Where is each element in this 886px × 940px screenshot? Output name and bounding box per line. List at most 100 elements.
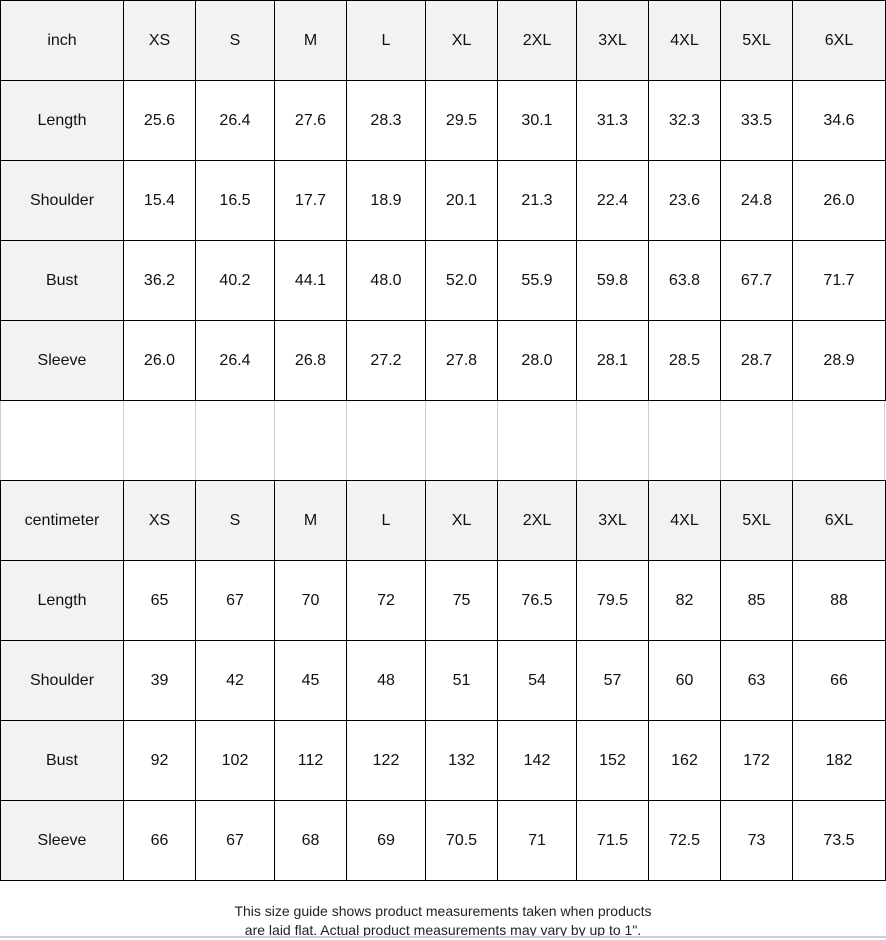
spacer-gridline bbox=[648, 401, 649, 480]
measurement-cell: 122 bbox=[346, 720, 426, 801]
measurement-cell: 70.5 bbox=[425, 800, 498, 881]
measurement-cell: 18.9 bbox=[346, 160, 426, 241]
measurement-cell: 39 bbox=[123, 640, 196, 721]
size-header: XS bbox=[123, 480, 196, 561]
row-label: Sleeve bbox=[0, 800, 124, 881]
measurement-cell: 152 bbox=[576, 720, 649, 801]
table-row: Sleeve 66 67 68 69 70.5 71 71.5 72.5 73 73.5 bbox=[0, 800, 886, 881]
measurement-cell: 57 bbox=[576, 640, 649, 721]
size-header: S bbox=[195, 480, 275, 561]
size-header: 6XL bbox=[792, 0, 886, 81]
row-label: Length bbox=[0, 80, 124, 161]
spacer-gridline bbox=[0, 401, 1, 480]
size-header: 3XL bbox=[576, 480, 649, 561]
size-header: 4XL bbox=[648, 0, 721, 81]
table-row: Shoulder 15.4 16.5 17.7 18.9 20.1 21.3 22.4 23.6… bbox=[0, 160, 886, 241]
measurement-cell: 75 bbox=[425, 560, 498, 641]
measurement-cell: 40.2 bbox=[195, 240, 275, 321]
note-line-1: This size guide shows product measuremen… bbox=[234, 903, 652, 919]
measurement-cell: 72.5 bbox=[648, 800, 721, 881]
size-header: S bbox=[195, 0, 275, 81]
table-row: Bust 92 102 112 122 132 142 152 162 172 182 bbox=[0, 720, 886, 801]
measurement-cell: 28.9 bbox=[792, 320, 886, 401]
bottom-divider bbox=[0, 936, 886, 938]
measurement-cell: 26.4 bbox=[195, 80, 275, 161]
measurement-cell: 67.7 bbox=[720, 240, 793, 321]
measurement-cell: 48 bbox=[346, 640, 426, 721]
spacer-gridline bbox=[274, 401, 275, 480]
spacer-gridline bbox=[195, 401, 196, 480]
spacer-gridline bbox=[720, 401, 721, 480]
measurement-cell: 42 bbox=[195, 640, 275, 721]
measurement-cell: 28.7 bbox=[720, 320, 793, 401]
measurement-cell: 63.8 bbox=[648, 240, 721, 321]
measurement-cell: 85 bbox=[720, 560, 793, 641]
measurement-cell: 63 bbox=[720, 640, 793, 721]
inch-size-table: inch XS S M L XL 2XL 3XL 4XL 5XL 6XL Length 25.6 26.4… bbox=[0, 0, 886, 401]
measurement-cell: 17.7 bbox=[274, 160, 347, 241]
measurement-cell: 66 bbox=[123, 800, 196, 881]
measurement-cell: 45 bbox=[274, 640, 347, 721]
size-header: XL bbox=[425, 0, 498, 81]
measurement-cell: 25.6 bbox=[123, 80, 196, 161]
size-header: 3XL bbox=[576, 0, 649, 81]
measurement-cell: 65 bbox=[123, 560, 196, 641]
row-label: Bust bbox=[0, 720, 124, 801]
centimeter-size-table: centimeter XS S M L XL 2XL 3XL 4XL 5XL 6XL Length 65… bbox=[0, 480, 886, 881]
measurement-cell: 51 bbox=[425, 640, 498, 721]
measurement-cell: 60 bbox=[648, 640, 721, 721]
measurement-cell: 92 bbox=[123, 720, 196, 801]
measurement-cell: 22.4 bbox=[576, 160, 649, 241]
spacer-gridline bbox=[425, 401, 426, 480]
measurement-cell: 73.5 bbox=[792, 800, 886, 881]
size-header: M bbox=[274, 480, 347, 561]
measurement-cell: 15.4 bbox=[123, 160, 196, 241]
measurement-cell: 55.9 bbox=[497, 240, 577, 321]
size-header: XS bbox=[123, 0, 196, 81]
measurement-cell: 70 bbox=[274, 560, 347, 641]
row-label: Shoulder bbox=[0, 160, 124, 241]
measurement-cell: 102 bbox=[195, 720, 275, 801]
measurement-cell: 79.5 bbox=[576, 560, 649, 641]
measurement-cell: 69 bbox=[346, 800, 426, 881]
unit-label: centimeter bbox=[0, 480, 124, 561]
measurement-cell: 48.0 bbox=[346, 240, 426, 321]
measurement-cell: 27.2 bbox=[346, 320, 426, 401]
table-row: Shoulder 39 42 45 48 51 54 57 60 63 66 bbox=[0, 640, 886, 721]
spacer-gridline bbox=[792, 401, 793, 480]
size-header: 2XL bbox=[497, 480, 577, 561]
measurement-cell: 28.1 bbox=[576, 320, 649, 401]
measurement-cell: 28.3 bbox=[346, 80, 426, 161]
size-header: 6XL bbox=[792, 480, 886, 561]
measurement-cell: 142 bbox=[497, 720, 577, 801]
measurement-cell: 32.3 bbox=[648, 80, 721, 161]
measurement-cell: 26.0 bbox=[123, 320, 196, 401]
unit-label: inch bbox=[0, 0, 124, 81]
measurement-cell: 67 bbox=[195, 800, 275, 881]
row-label: Shoulder bbox=[0, 640, 124, 721]
measurement-cell: 44.1 bbox=[274, 240, 347, 321]
measurement-cell: 52.0 bbox=[425, 240, 498, 321]
measurement-cell: 27.6 bbox=[274, 80, 347, 161]
table-spacer bbox=[0, 401, 886, 480]
measurement-cell: 20.1 bbox=[425, 160, 498, 241]
measurement-cell: 23.6 bbox=[648, 160, 721, 241]
measurement-cell: 88 bbox=[792, 560, 886, 641]
size-header: XL bbox=[425, 480, 498, 561]
size-header: 5XL bbox=[720, 0, 793, 81]
measurement-cell: 30.1 bbox=[497, 80, 577, 161]
measurement-cell: 21.3 bbox=[497, 160, 577, 241]
measurement-cell: 59.8 bbox=[576, 240, 649, 321]
size-header: 5XL bbox=[720, 480, 793, 561]
size-header: L bbox=[346, 0, 426, 81]
measurement-cell: 29.5 bbox=[425, 80, 498, 161]
measurement-cell: 71.5 bbox=[576, 800, 649, 881]
measurement-cell: 26.0 bbox=[792, 160, 886, 241]
measurement-cell: 76.5 bbox=[497, 560, 577, 641]
measurement-cell: 182 bbox=[792, 720, 886, 801]
measurement-cell: 34.6 bbox=[792, 80, 886, 161]
row-label: Sleeve bbox=[0, 320, 124, 401]
measurement-cell: 31.3 bbox=[576, 80, 649, 161]
note-line-2: are laid flat. Actual product measuremen… bbox=[244, 922, 642, 938]
table-row: Length 65 67 70 72 75 76.5 79.5 82 85 88 bbox=[0, 560, 886, 641]
